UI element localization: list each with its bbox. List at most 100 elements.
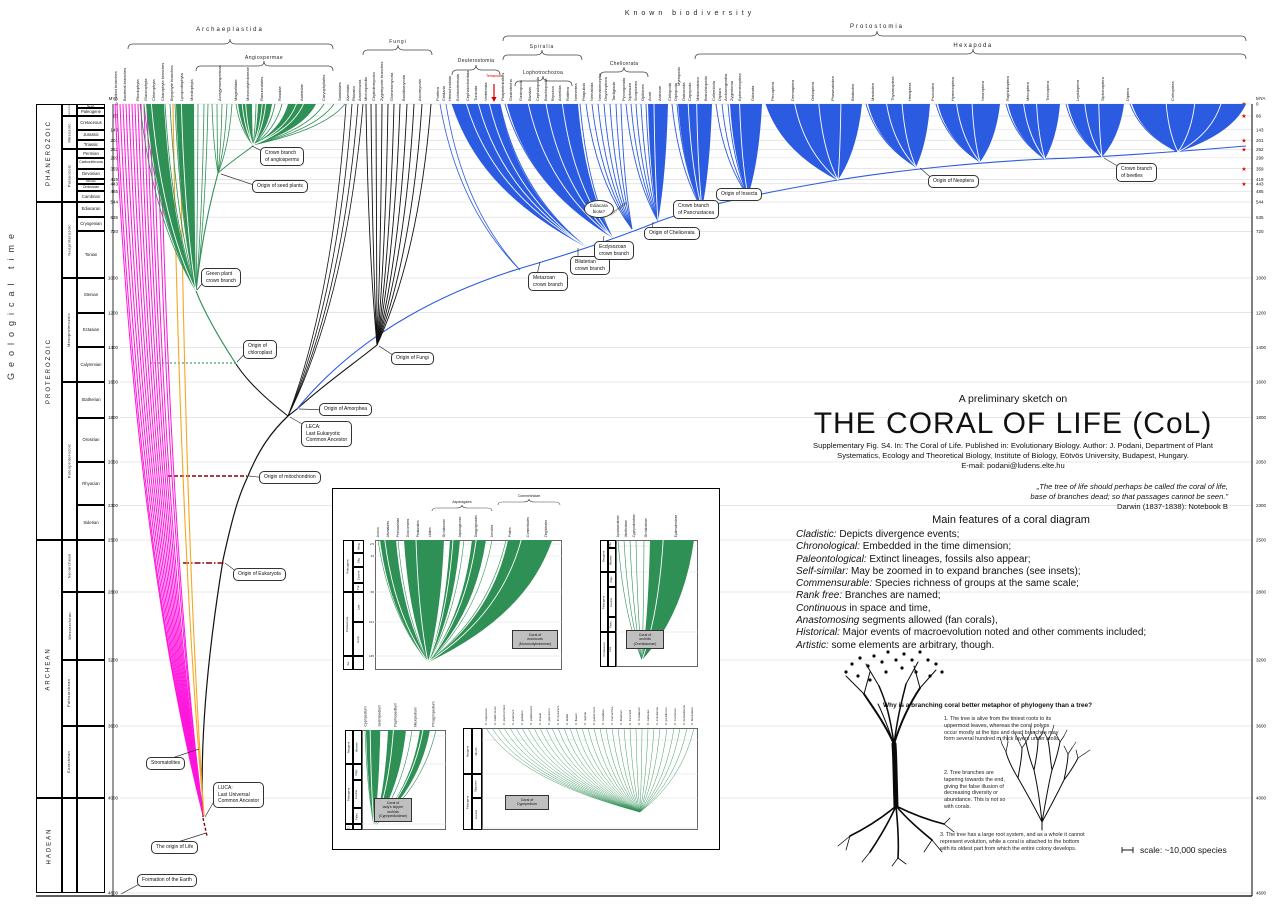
callout-line: crown branch [533, 281, 564, 288]
scale-legend: scale: ~10,000 species [1120, 845, 1227, 855]
lineage-fan [374, 730, 430, 826]
callout-line: of beetles [1121, 172, 1143, 179]
fan-streak [465, 103, 586, 247]
lineage-curve [427, 539, 493, 663]
lineage-curve [609, 103, 633, 230]
lineage-curve [1005, 103, 1046, 160]
feature-item: Paleontological: Extinct lineages, fossi… [796, 554, 1246, 566]
mya-tick-right: 1400 [1256, 345, 1267, 350]
lineage-curve [156, 103, 204, 816]
period-column: Tonian [77, 231, 105, 278]
inset-axis-cell: Pal. [353, 583, 364, 592]
inset-axis-cell: Cretaceous [600, 632, 608, 667]
lineage-curve [581, 727, 641, 813]
lineage-fan [428, 540, 460, 662]
mya-tick-left: 443 [110, 181, 118, 186]
callout-line: Bilaterian [575, 259, 596, 265]
feature-lead: Cladistic: [796, 529, 837, 540]
period-column: Cretaceous [77, 115, 105, 130]
callout-origin-of-chelicerata: Origin of Chelicerata [644, 227, 700, 240]
fan-streak [545, 103, 613, 238]
lineage-curve [364, 729, 375, 827]
period-column: Stenian [77, 278, 105, 313]
lineage-curve [527, 727, 641, 813]
lineage-curve [116, 103, 204, 816]
lineage-fan [404, 540, 444, 662]
mya-tick-right: 1800 [1256, 415, 1267, 420]
mya-tick-right: 299 [1256, 155, 1264, 160]
mya-tick-left: 201 [110, 138, 118, 143]
fan-streak [252, 103, 267, 146]
lineage-curve [195, 103, 205, 292]
lineage-curve [639, 727, 668, 813]
lineage-curve [591, 103, 633, 230]
inset-axis-cell: Neog. [353, 540, 364, 553]
callout-origin-of-insecta: Origin of Insecta [716, 188, 763, 201]
lineage-curve [1065, 103, 1103, 158]
lineage-curve [615, 103, 633, 230]
callout-crown-branch: Crown branch of Pancrustacea [673, 200, 720, 219]
inset-axis-cell: Cr. [345, 824, 353, 830]
mya-tick-left: 419 [110, 177, 118, 182]
feature-text: Depicts divergence events; [836, 529, 960, 540]
period-column [77, 592, 105, 660]
cell-label: Carboniferous [79, 160, 103, 165]
inset-axis-cell: Paleogene [463, 774, 472, 830]
lineage-fan [678, 104, 712, 209]
fan-streak [384, 539, 429, 663]
lineage-fan [730, 104, 762, 196]
callout-ediacara-biota: Ediacara biota? [584, 200, 614, 218]
lineage-curve [146, 103, 204, 816]
lineage-curve [569, 727, 641, 813]
feature-lead: Self-similar: [796, 565, 849, 577]
period-column: Neog. [77, 104, 105, 109]
era-column: Mesozoic [62, 115, 77, 150]
feature-item: Chronological: Embedded in the time dime… [796, 541, 1246, 553]
feature-lead: Rank free: [796, 590, 843, 602]
fan-streak [477, 103, 586, 247]
lineage-curve [252, 103, 283, 146]
lineage-curve [119, 103, 204, 816]
lineage-fan [648, 104, 668, 221]
caption-line: Cypripedium [516, 802, 538, 807]
inset-tick: 101 [369, 620, 374, 624]
lineage-curve [635, 103, 659, 222]
lineage-fan [1008, 104, 1060, 159]
lineage-curve [625, 103, 659, 222]
cell-label: Devonian [82, 170, 100, 176]
lineage-curve [521, 727, 641, 813]
clade-label: Lophotrochozoa [522, 70, 564, 76]
feature-item: Commensurable: Species richness of group… [796, 578, 1246, 590]
inset-axis-cell [353, 656, 364, 670]
lineage-curve [611, 727, 641, 813]
lineage-curve [557, 727, 641, 813]
lineage-fan [428, 540, 486, 662]
feature-item: Anastomosing segments allowed (fan coral… [796, 615, 1246, 627]
extinction-star-icon: ★ [1241, 166, 1246, 173]
cell-label: Stenian [83, 292, 99, 298]
callout-line: Origin of Chelicerata [649, 230, 695, 236]
inset-axis-cell: Neogene [463, 728, 472, 774]
lineage-curve [639, 727, 661, 813]
lineage-curve [617, 727, 641, 813]
inset-axis-cell: Paleogene [345, 764, 353, 824]
cell-label: Permian [83, 150, 99, 156]
lineage-curve [376, 103, 432, 346]
lineage-curve [641, 539, 645, 661]
feature-text: segments allowed (fan corals), [859, 615, 998, 627]
caption-line: monocots [527, 637, 543, 642]
callout-line: chloroplast [248, 349, 273, 356]
lineage-curve [639, 727, 688, 813]
lineage-curve [515, 727, 641, 813]
mya-tick-right: 252 [1256, 147, 1264, 152]
callout-line: Green plant [206, 271, 233, 277]
inset-axis-cell: Oligo. [353, 764, 362, 780]
stem-path [201, 415, 289, 818]
fan-streak [818, 103, 839, 181]
fan-streak [837, 103, 842, 181]
lineage-curve [128, 103, 204, 816]
period-column [77, 540, 105, 592]
callout-the-origin-of-life: The origin of Life [151, 841, 199, 854]
fan-streak [641, 539, 664, 661]
inset-axis-cell: Jur. [343, 656, 353, 670]
